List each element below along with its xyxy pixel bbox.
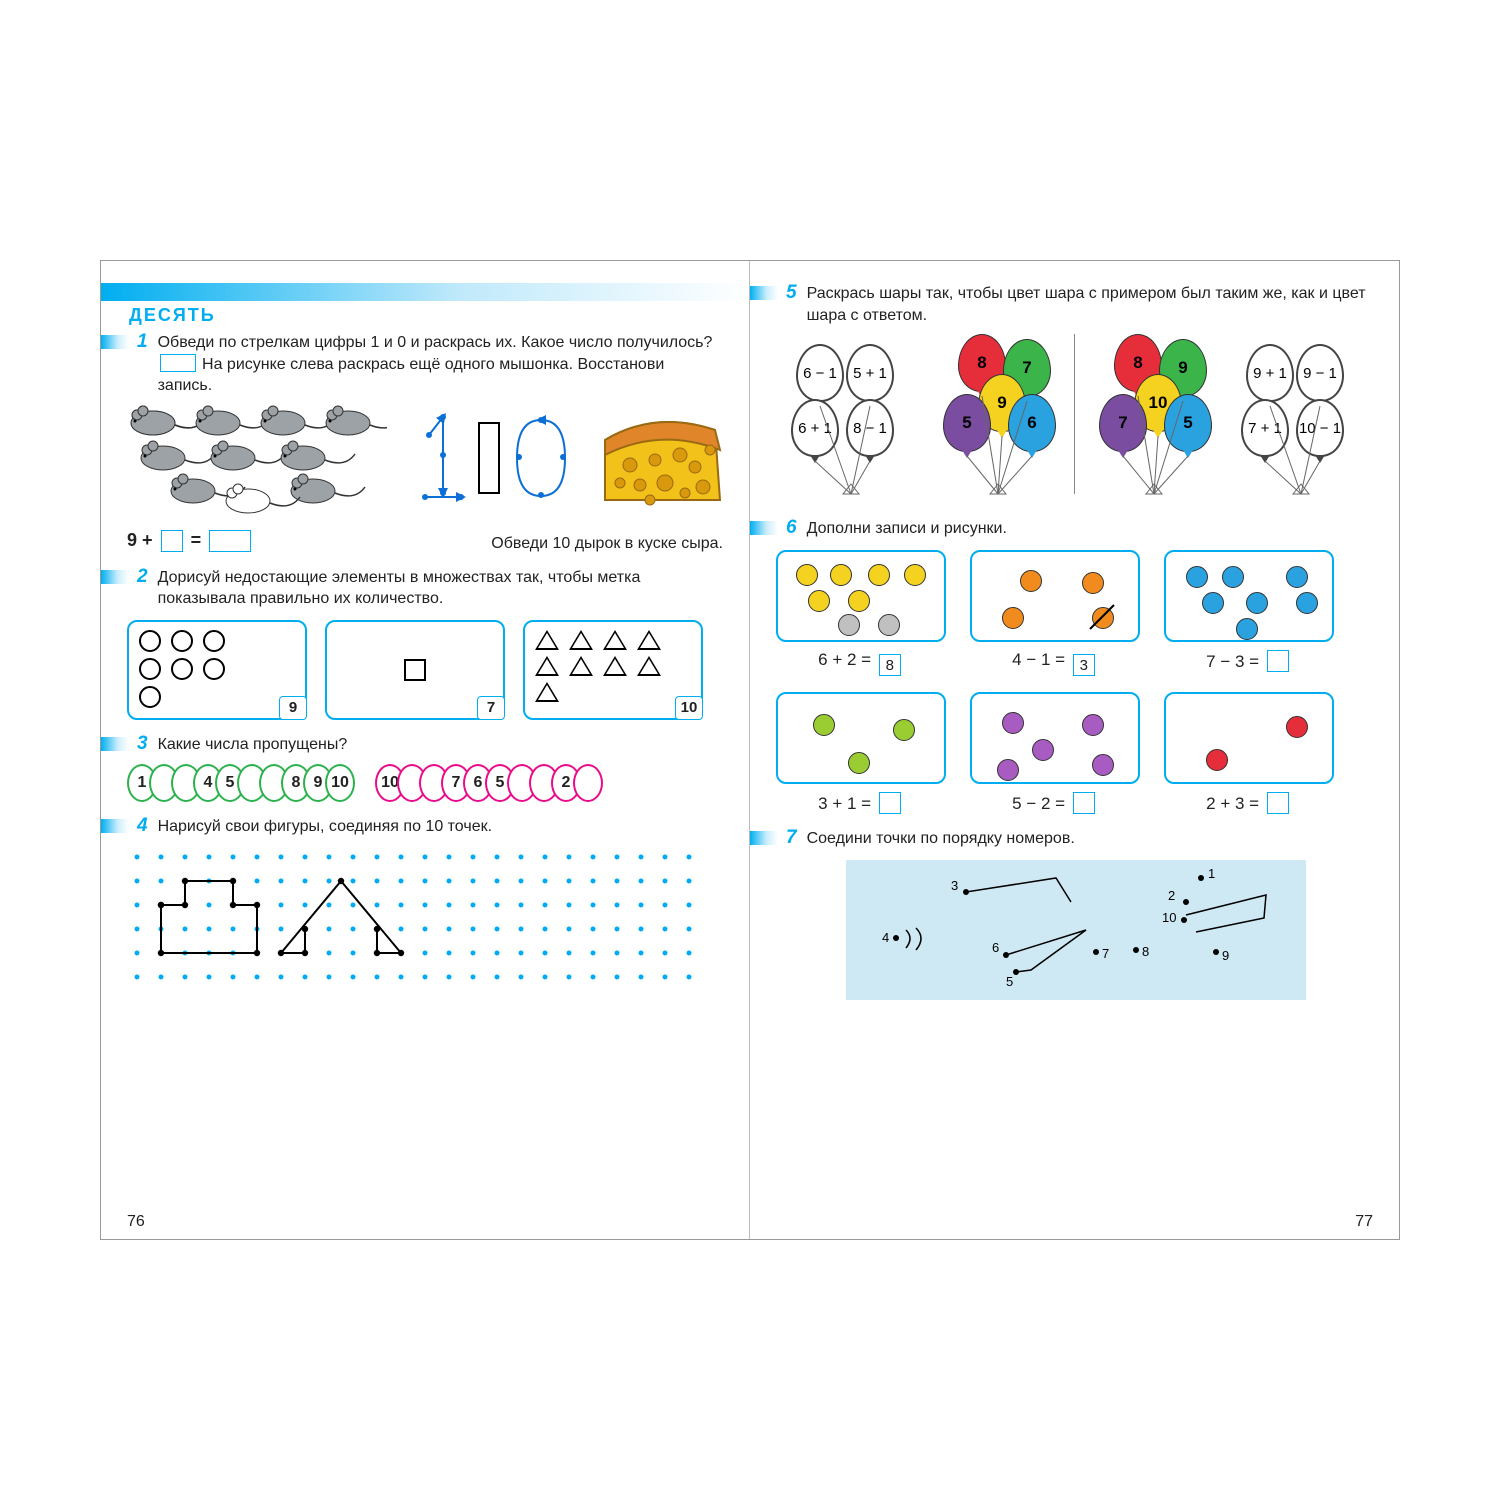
equation: 2 + 3 = — [1206, 792, 1292, 814]
task-bar — [101, 737, 129, 751]
task-text: Дорисуй недостающие элементы в множества… — [158, 567, 723, 610]
task1-text-a: Обведи по стрелкам цифры 1 и 0 и раскрас… — [158, 334, 713, 351]
svg-text:5: 5 — [1006, 974, 1013, 989]
balloon-group: 6 − 15 + 16 + 18 − 1 — [776, 334, 923, 504]
svg-text:4: 4 — [882, 930, 889, 945]
task-bar — [101, 819, 129, 833]
dot-box[interactable] — [970, 692, 1140, 784]
task-number: 4 — [137, 815, 148, 837]
answer-box[interactable] — [1267, 792, 1289, 814]
task-3: 3 Какие числа пропущены? 1458910 107652 — [127, 734, 723, 802]
equation: 5 − 2 = — [1012, 792, 1098, 814]
set-badge: 9 — [279, 696, 307, 720]
dot-box[interactable] — [970, 550, 1140, 642]
svg-text:9: 9 — [1222, 948, 1229, 963]
task-number: 5 — [786, 282, 797, 304]
task-7: 7 Соедини точки по порядку номеров. 1 2 — [776, 828, 1373, 1000]
page-number-left: 76 — [127, 1213, 145, 1231]
trace-10[interactable] — [401, 405, 571, 525]
task-bar — [750, 286, 778, 300]
cheese-caption: Обведи 10 дырок в куске сыра. — [491, 535, 723, 553]
answer-box[interactable] — [879, 792, 901, 814]
task-bar — [750, 831, 778, 845]
answer-box[interactable] — [160, 354, 196, 372]
task6-row2: 3 + 1 = 5 − 2 = 2 + 3 = — [776, 692, 1373, 814]
balloon-group: 891075 — [1079, 334, 1226, 504]
task-number: 3 — [137, 733, 148, 755]
oval-row-a: 1458910 — [127, 764, 355, 802]
dot-box[interactable] — [776, 692, 946, 784]
equation: 4 − 1 = 3 — [1012, 650, 1098, 677]
eq-blank[interactable] — [161, 530, 183, 552]
connect-dots-airplane[interactable]: 1 2 3 4 5 6 7 8 9 10 — [846, 860, 1306, 1000]
number-oval: 10 — [325, 764, 355, 802]
answer-box[interactable] — [1267, 650, 1289, 672]
task3-rows: 1458910 107652 — [127, 764, 723, 802]
dot-box[interactable] — [1164, 550, 1334, 642]
task-bar — [101, 335, 129, 349]
task-text: Какие числа пропущены? — [158, 734, 723, 756]
number-oval[interactable] — [573, 764, 603, 802]
svg-text:8: 8 — [1142, 944, 1149, 959]
dot-grid[interactable] — [127, 847, 717, 987]
svg-text:3: 3 — [951, 878, 958, 893]
task-text: Дополни записи и рисунки. — [807, 518, 1373, 540]
svg-text:7: 7 — [1102, 946, 1109, 961]
task1-text-b: На рисунке слева раскрась ещё одного мыш… — [158, 356, 665, 395]
answer-box[interactable] — [1073, 792, 1095, 814]
eq-lhs: 9 — [127, 530, 137, 551]
task1-illustration-row — [127, 405, 723, 525]
page-right: 5 Раскрась шары так, чтобы цвет шара с п… — [750, 261, 1399, 1239]
page-left: ДЕСЯТЬ 1 Обведи по стрелкам цифры 1 и 0 … — [101, 261, 750, 1239]
task-number: 1 — [137, 331, 148, 353]
task-1: 1 Обведи по стрелкам цифры 1 и 0 и раскр… — [127, 332, 723, 553]
balloon-group: 9 + 19 − 17 + 110 − 1 — [1226, 334, 1373, 504]
set-box[interactable]: 7 — [325, 620, 505, 720]
balloon-group: 87956 — [923, 334, 1070, 504]
task1-equation: 9 + = — [127, 530, 254, 552]
answer-box[interactable]: 3 — [1073, 654, 1095, 676]
svg-text:10: 10 — [1162, 910, 1176, 925]
svg-text:6: 6 — [992, 940, 999, 955]
answer-box[interactable]: 8 — [879, 654, 901, 676]
mice-illustration — [127, 405, 387, 525]
task-text: Соедини точки по порядку номеров. — [807, 828, 1373, 850]
equation: 3 + 1 = — [818, 792, 904, 814]
set-box[interactable]: 10 — [523, 620, 703, 720]
task-number: 6 — [786, 517, 797, 539]
svg-text:1: 1 — [1208, 866, 1215, 881]
dot-box[interactable] — [776, 550, 946, 642]
balloon-row: 6 − 15 + 16 + 18 − 1879568910759 + 19 − … — [776, 334, 1373, 504]
oval-row-b: 107652 — [375, 764, 603, 802]
svg-text:2: 2 — [1168, 888, 1175, 903]
task-6: 6 Дополни записи и рисунки. 6 + 2 = 8 4 −… — [776, 518, 1373, 814]
header-gradient — [101, 283, 749, 301]
book-spread: ДЕСЯТЬ 1 Обведи по стрелкам цифры 1 и 0 … — [100, 260, 1400, 1240]
page-number-right: 77 — [1355, 1213, 1373, 1231]
equation: 7 − 3 = — [1206, 650, 1292, 672]
task-number: 2 — [137, 566, 148, 588]
task-number: 7 — [786, 827, 797, 849]
task-bar — [101, 570, 129, 584]
task-bar — [750, 521, 778, 535]
task-2: 2 Дорисуй недостающие элементы в множест… — [127, 567, 723, 720]
section-title: ДЕСЯТЬ — [129, 305, 723, 326]
set-badge: 10 — [675, 696, 703, 720]
task-5: 5 Раскрась шары так, чтобы цвет шара с п… — [776, 283, 1373, 504]
task-text: Раскрась шары так, чтобы цвет шара с при… — [807, 283, 1373, 326]
set-badge: 7 — [477, 696, 505, 720]
dot-box[interactable] — [1164, 692, 1334, 784]
task2-boxes: 9 7 10 — [127, 620, 723, 720]
eq-op: + — [142, 530, 153, 551]
set-box[interactable]: 9 — [127, 620, 307, 720]
equation: 6 + 2 = 8 — [818, 650, 904, 677]
task6-row1: 6 + 2 = 8 4 − 1 = 3 7 − 3 = — [776, 550, 1373, 677]
cheese-illustration — [585, 405, 735, 525]
task-4: 4 Нарисуй свои фигуры, соединяя по 10 то… — [127, 816, 723, 988]
task-text: Обведи по стрелкам цифры 1 и 0 и раскрас… — [158, 332, 723, 397]
task-text: Нарисуй свои фигуры, соединяя по 10 точе… — [158, 816, 723, 838]
eq-result[interactable] — [209, 530, 251, 552]
